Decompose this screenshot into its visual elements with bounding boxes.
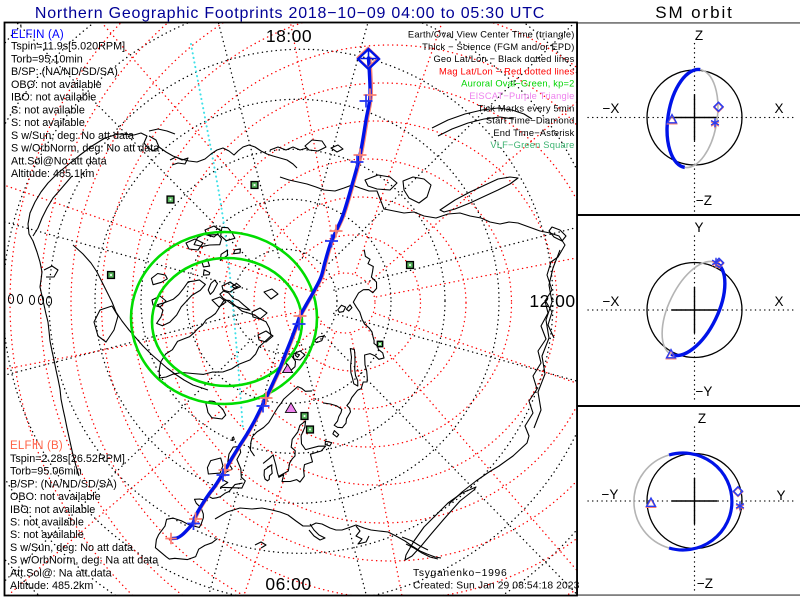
svg-text:S w/Sun, deg: No att data: S w/Sun, deg: No att data <box>11 130 134 142</box>
svg-text:06:00: 06:00 <box>265 574 311 594</box>
svg-text:Att.Sol@No att data: Att.Sol@No att data <box>11 155 107 167</box>
svg-text:VLF−Green Square: VLF−Green Square <box>490 140 574 150</box>
svg-text:Mag Lat/Lon − Red dotted lines: Mag Lat/Lon − Red dotted lines <box>439 66 575 76</box>
svg-text:ELFIN (B): ELFIN (B) <box>10 440 63 452</box>
svg-text:B/SP: (NA/ND/SD/SA): B/SP: (NA/ND/SD/SA) <box>10 478 117 490</box>
svg-text:Tspin=2.28s[26.52RPM]: Tspin=2.28s[26.52RPM] <box>10 453 125 465</box>
svg-text:Y: Y <box>694 220 703 235</box>
svg-text:S w/Sun, deg: No att data: S w/Sun, deg: No att data <box>10 542 133 554</box>
svg-text:−X: −X <box>603 101 620 116</box>
svg-text:Y: Y <box>776 488 785 503</box>
svg-text:S: not available: S: not available <box>11 104 85 116</box>
svg-text:Northern Geographic Footprints: Northern Geographic Footprints 2018−10−0… <box>35 5 545 22</box>
svg-text:X: X <box>774 101 783 116</box>
svg-text:EISCAT−Purple Triangle: EISCAT−Purple Triangle <box>469 91 574 101</box>
svg-text:−Z: −Z <box>696 193 712 208</box>
svg-text:Auroral Oval−Green, kp=2: Auroral Oval−Green, kp=2 <box>461 79 574 89</box>
svg-text:Start Time−Diamond: Start Time−Diamond <box>486 116 575 126</box>
svg-text:End Time−Asterisk: End Time−Asterisk <box>493 128 574 138</box>
svg-text:Created: Sun Jan 29 08:54:18 2: Created: Sun Jan 29 08:54:18 2023 <box>413 581 580 592</box>
svg-text:IBO: not available: IBO: not available <box>10 504 95 516</box>
svg-text:Tspin=11.9s[5.020RPM]: Tspin=11.9s[5.020RPM] <box>11 41 125 53</box>
svg-text:X: X <box>774 294 783 309</box>
svg-text:OBO: not available: OBO: not available <box>11 79 102 91</box>
svg-text:Att.Sol@: Na att data: Att.Sol@: Na att data <box>10 567 112 579</box>
svg-text:IBO: not available: IBO: not available <box>11 92 96 104</box>
svg-text:Tick Marks every 5min: Tick Marks every 5min <box>478 103 575 113</box>
svg-text:Z: Z <box>695 28 703 43</box>
svg-text:−Y: −Y <box>602 487 619 502</box>
svg-text:Z: Z <box>698 411 706 426</box>
svg-text:Thick − Science (FGM and/or EP: Thick − Science (FGM and/or EPD) <box>422 42 574 52</box>
svg-text:−Y: −Y <box>696 384 713 399</box>
svg-text:Geo Lat/Lon − Black dotted lin: Geo Lat/Lon − Black dotted lines <box>433 54 574 64</box>
svg-text:S: not available: S: not available <box>10 529 84 541</box>
svg-text:Tsyganenko−1996: Tsyganenko−1996 <box>413 568 507 579</box>
svg-text:Altitude: 485.1km: Altitude: 485.1km <box>11 168 94 180</box>
svg-text:Torb=95.06min: Torb=95.06min <box>10 466 82 478</box>
svg-text:−Z: −Z <box>697 576 713 591</box>
svg-text:18:00: 18:00 <box>266 26 312 46</box>
svg-text:Torb=95.10min: Torb=95.10min <box>11 53 83 65</box>
svg-text:Earth/Oval View Center Time (t: Earth/Oval View Center Time (triangle) <box>408 30 575 40</box>
svg-text:S: not available: S: not available <box>11 117 85 129</box>
svg-text:Altitude: 485.2km: Altitude: 485.2km <box>10 580 93 592</box>
svg-text:−X: −X <box>603 294 620 309</box>
svg-text:OBO: not available: OBO: not available <box>10 491 101 503</box>
svg-text:B/SP: (NA/ND/SD/SA): B/SP: (NA/ND/SD/SA) <box>11 66 118 78</box>
svg-text:S w/OrbNorm, deg: No att data: S w/OrbNorm, deg: No att data <box>11 143 159 155</box>
svg-text:ELFIN (A): ELFIN (A) <box>11 29 64 41</box>
svg-text:SM orbit: SM orbit <box>655 3 734 22</box>
svg-text:S: not available: S: not available <box>10 517 84 529</box>
svg-text:12:00: 12:00 <box>529 291 575 311</box>
svg-text:S w/OrbNorm, deg: Na att data: S w/OrbNorm, deg: Na att data <box>10 555 158 567</box>
